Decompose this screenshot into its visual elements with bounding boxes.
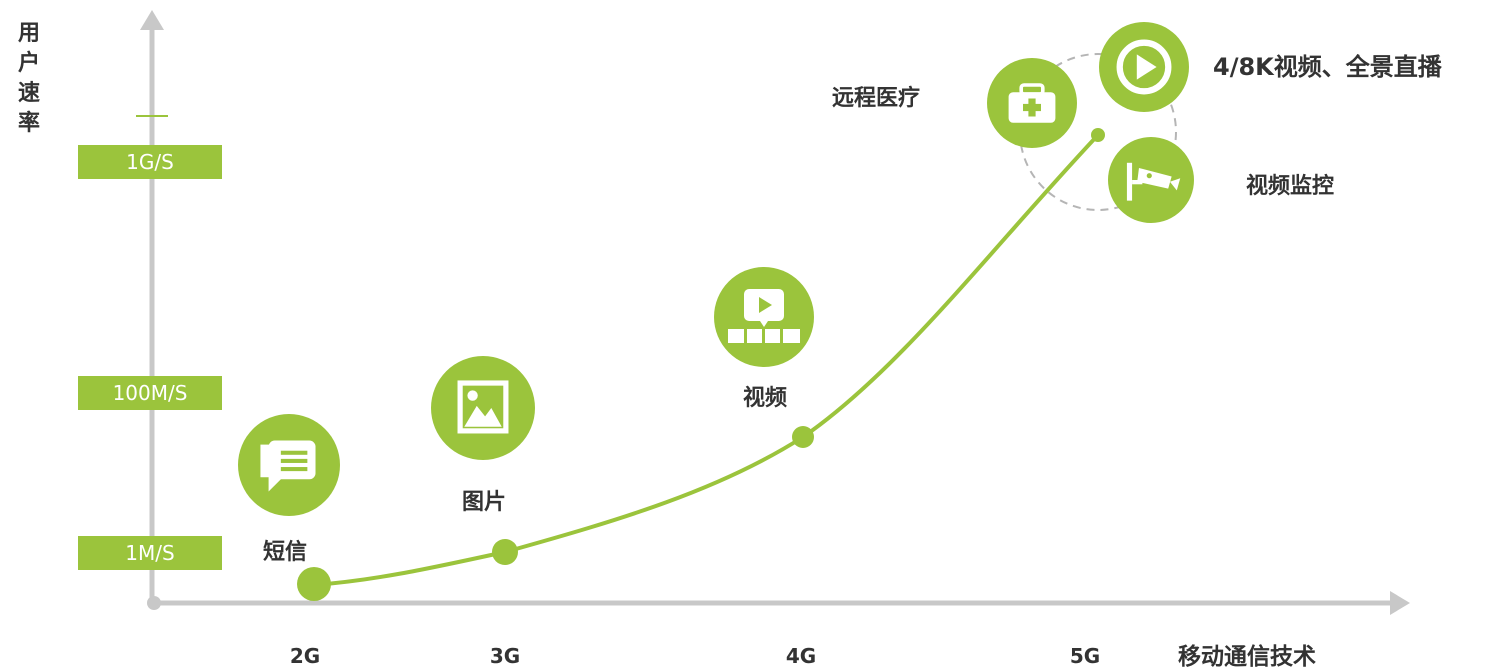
image-icon [431, 356, 535, 460]
app-label-telemedicine: 远程医疗 [832, 86, 921, 111]
app-label-uhd-video: 4/8K视频、全景直播 [1213, 53, 1442, 81]
point-2g [297, 567, 331, 601]
speed-label-100ms: 100M/S [78, 376, 222, 410]
point-3g [492, 539, 518, 565]
app-label-surveillance: 视频监控 [1246, 174, 1335, 199]
y-axis-label-char: 户 [17, 51, 40, 76]
x-axis-arrow [1390, 591, 1410, 615]
point-4g [792, 426, 814, 448]
y-axis-label-char: 速 [17, 81, 40, 106]
x-axis-title: 移动通信技术 [1178, 644, 1316, 670]
y-axis-arrow [140, 10, 164, 30]
axis-origin [147, 596, 161, 610]
tech-label-5g: 5G [1069, 644, 1101, 668]
tech-label-3g: 3G [489, 644, 521, 668]
y-axis-label-char: 用 [17, 21, 40, 46]
cctv-camera-icon [1108, 137, 1194, 223]
y-axis-label-char: 率 [17, 111, 40, 136]
growth-curve [313, 133, 1100, 587]
first-aid-kit-icon [987, 58, 1077, 148]
tech-label-4g: 4G [785, 644, 817, 668]
video-player-icon [714, 267, 814, 367]
play-icon [1099, 22, 1189, 112]
message-icon [238, 414, 340, 516]
app-label-video: 视频 [743, 386, 788, 411]
speed-label-1ms: 1M/S [78, 536, 222, 570]
point-5g [1091, 128, 1105, 142]
app-label-picture: 图片 [462, 490, 507, 515]
tech-label-2g: 2G [289, 644, 321, 668]
app-label-sms: 短信 [263, 540, 308, 565]
speed-label-1gs: 1G/S [78, 145, 222, 179]
